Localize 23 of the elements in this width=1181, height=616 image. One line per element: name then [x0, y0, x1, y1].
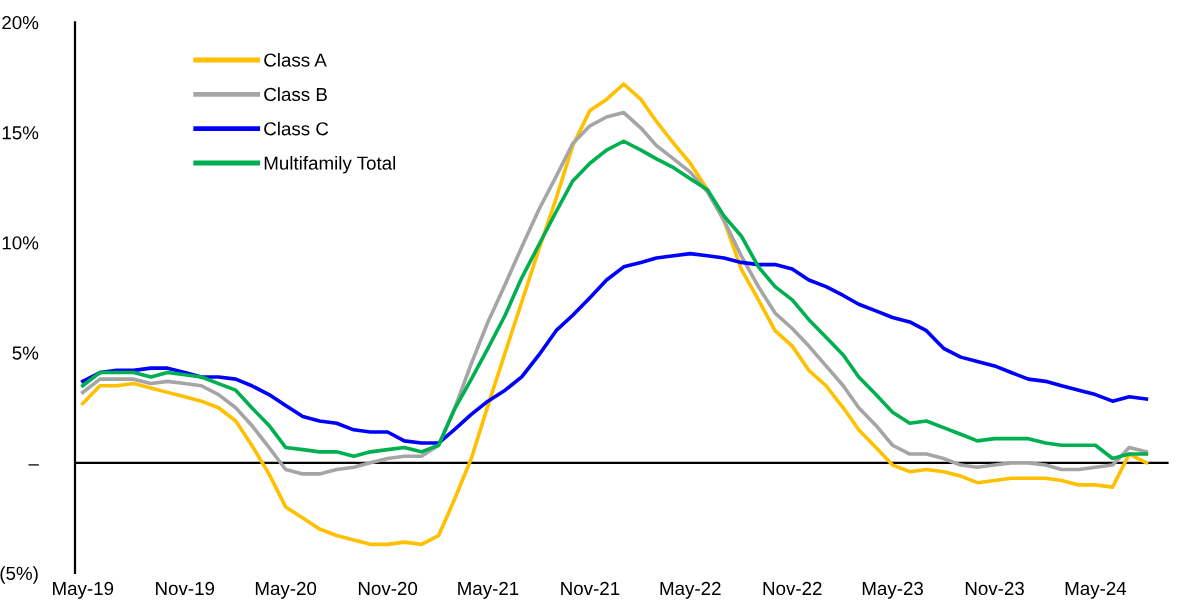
- y-tick-label: (5%): [0, 566, 38, 584]
- x-tick-label: May-23: [862, 581, 923, 599]
- y-tick-label: 5%: [12, 346, 39, 360]
- x-tick-label: Nov-21: [561, 581, 620, 596]
- x-tick-label: Nov-19: [156, 581, 215, 596]
- legend-label: Class B: [264, 87, 327, 102]
- y-tick-label: –: [28, 464, 39, 466]
- y-tick-label: 10%: [2, 236, 39, 250]
- legend-label: Class C: [264, 121, 329, 136]
- x-tick-label: Nov-22: [763, 581, 822, 596]
- x-tick-label: May-19: [53, 581, 114, 599]
- x-tick-label: May-21: [458, 581, 519, 599]
- x-tick-label: May-22: [660, 581, 721, 599]
- line-series: [80, 251, 1149, 445]
- legend-label: Multifamily Total: [264, 156, 396, 174]
- line-series: [80, 82, 1149, 547]
- y-tick-label: 15%: [2, 126, 39, 140]
- x-tick-label: Nov-23: [965, 581, 1024, 596]
- x-tick-label: May-24: [1065, 581, 1127, 599]
- legend-label: Class A: [264, 52, 327, 67]
- x-tick-label: Nov-20: [358, 581, 418, 596]
- x-tick-label: May-20: [255, 581, 317, 599]
- y-tick-label: 20%: [2, 16, 39, 30]
